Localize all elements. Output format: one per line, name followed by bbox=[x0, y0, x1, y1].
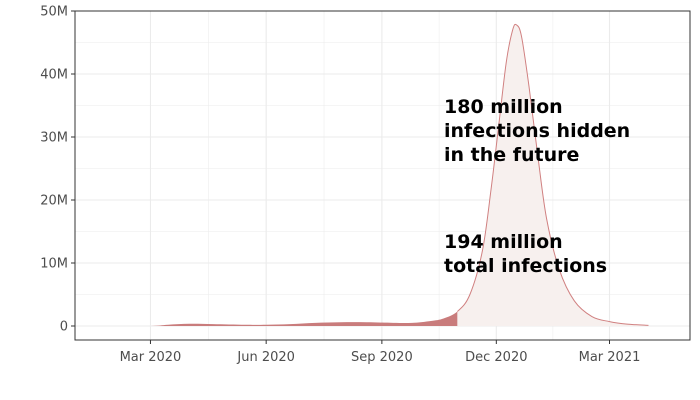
annotation-future: 180 million infections hidden in the fut… bbox=[444, 96, 637, 166]
annotation-total-line-1: 194 million bbox=[444, 231, 563, 253]
plot-border bbox=[75, 11, 690, 340]
annotation-future-line-1: 180 million bbox=[444, 96, 563, 118]
y-tick-label: 40M bbox=[40, 68, 68, 83]
annotation-future-line-2: infections hidden bbox=[444, 120, 630, 142]
y-tick-label: 50M bbox=[40, 5, 68, 20]
x-tick-label: Dec 2020 bbox=[465, 350, 527, 365]
annotation-total-line-2: total infections bbox=[444, 255, 607, 277]
y-tick-label: 0 bbox=[60, 320, 68, 335]
y-tick-label: 30M bbox=[40, 131, 68, 146]
x-tick-label: Mar 2021 bbox=[579, 350, 641, 365]
y-tick-label: 20M bbox=[40, 194, 68, 209]
past-infections-area bbox=[86, 24, 648, 326]
annotation-future-line-3: in the future bbox=[444, 144, 579, 166]
x-tick-label: Mar 2020 bbox=[120, 350, 182, 365]
grid-layer bbox=[75, 11, 690, 340]
x-tick-label: Jun 2020 bbox=[236, 350, 295, 365]
chart: 180 million infections hidden in the fut… bbox=[0, 0, 700, 400]
future-infections-area bbox=[86, 24, 648, 326]
area-layer bbox=[86, 24, 648, 326]
y-tick-label: 10M bbox=[40, 257, 68, 272]
x-tick-label: Sep 2020 bbox=[351, 350, 413, 365]
future-infections-line bbox=[86, 24, 648, 326]
